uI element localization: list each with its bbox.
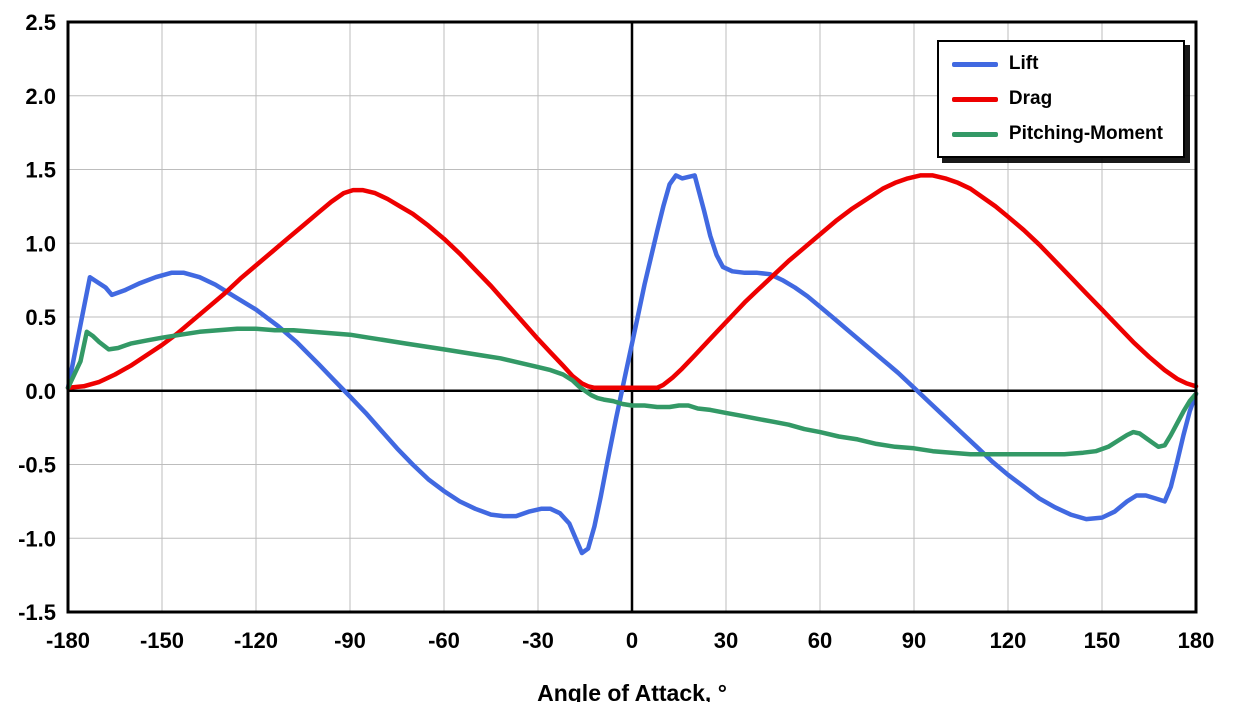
plot-border — [66, 20, 1198, 614]
x-tick-label: 150 — [1084, 628, 1121, 653]
x-tick-label: 0 — [626, 628, 638, 653]
series-line-drag — [65, 173, 1199, 391]
x-tick-label: 90 — [902, 628, 926, 653]
x-tick-label: 120 — [990, 628, 1027, 653]
y-tick-label: 1.5 — [25, 158, 56, 183]
legend-swatch-pitching-moment — [951, 131, 998, 137]
y-tick-label: -1.0 — [18, 526, 56, 551]
x-tick-label: -180 — [46, 628, 90, 653]
legend-item-drag: Drag — [951, 88, 1163, 110]
x-tick-label: 60 — [808, 628, 832, 653]
legend-swatch-lift — [951, 61, 998, 67]
legend-swatch-drag — [951, 96, 998, 102]
x-tick-label: -90 — [334, 628, 366, 653]
y-tick-label: 2.5 — [25, 10, 56, 35]
x-tick-label: 30 — [714, 628, 738, 653]
x-tick-label: -30 — [522, 628, 554, 653]
x-axis-title: Angle of Attack, ° — [537, 680, 727, 702]
x-tick-label: -120 — [234, 628, 278, 653]
legend-item-pitching-moment: Pitching-Moment — [951, 123, 1163, 145]
legend-label-pitching-moment: Pitching-Moment — [1008, 123, 1163, 144]
y-tick-label: 1.0 — [25, 231, 56, 256]
legend-label-lift: Lift — [1008, 53, 1039, 74]
y-tick-label: 0.0 — [25, 379, 56, 404]
legend-item-lift: Lift — [951, 53, 1163, 75]
legend-label-drag: Drag — [1008, 88, 1053, 109]
x-tick-label: 180 — [1178, 628, 1215, 653]
y-tick-label: 0.5 — [25, 305, 56, 330]
series-line-lift — [65, 173, 1199, 556]
y-tick-label: 2.0 — [25, 84, 56, 109]
series-line-pitching-moment — [65, 326, 1199, 457]
y-tick-label: -1.5 — [18, 600, 56, 625]
x-tick-label: -60 — [428, 628, 460, 653]
chart-legend: Lift Drag Pitching-Moment — [936, 40, 1185, 158]
x-tick-label: -150 — [140, 628, 184, 653]
y-tick-label: -0.5 — [18, 453, 56, 478]
